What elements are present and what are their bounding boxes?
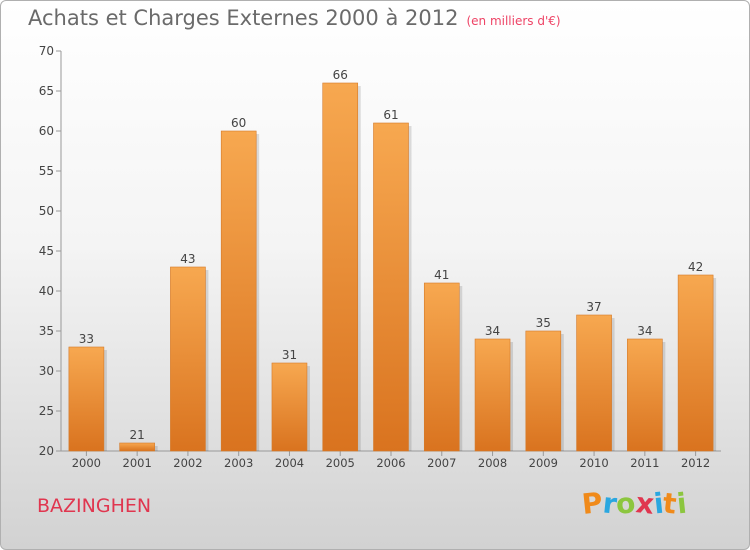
bar-2011 [627, 338, 663, 452]
bar-2009 [525, 330, 562, 452]
x-tick-label: 2006 [376, 456, 405, 470]
y-tick-label: 65 [39, 84, 54, 98]
place-name: BAZINGHEN [37, 495, 152, 517]
bar-2000 [68, 346, 105, 452]
bar-2001 [119, 442, 155, 452]
chart-title: Achats et Charges Externes 2000 à 2012 [28, 6, 459, 30]
y-tick-label: 70 [39, 44, 54, 58]
proxiti-logo: Proxiti [580, 486, 688, 521]
bar-value-label: 41 [434, 268, 449, 282]
x-tick-label: 2012 [681, 456, 710, 470]
bar-value-label: 34 [485, 324, 500, 338]
x-tick-label: 2002 [173, 456, 202, 470]
bar-value-label: 34 [637, 324, 652, 338]
x-tick-label: 2000 [72, 456, 101, 470]
bar-value-label: 21 [130, 428, 145, 442]
bar-value-label: 35 [536, 316, 551, 330]
bar-2006 [373, 122, 409, 452]
y-tick-label: 35 [39, 324, 54, 338]
bar-value-label: 42 [688, 260, 703, 274]
bar-2012 [677, 274, 714, 452]
x-tick-label: 2005 [326, 456, 355, 470]
y-tick-label: 40 [39, 284, 54, 298]
bar-2002 [170, 266, 206, 452]
bar-value-label: 43 [180, 252, 195, 266]
y-tick-label: 55 [39, 164, 54, 178]
y-tick-label: 30 [39, 364, 54, 378]
y-tick-label: 20 [39, 444, 54, 458]
x-tick-label: 2008 [478, 456, 507, 470]
bar-value-label: 61 [383, 108, 398, 122]
y-tick-label: 25 [39, 404, 54, 418]
bar-2004 [271, 362, 308, 452]
x-tick-label: 2007 [427, 456, 456, 470]
x-tick-label: 2001 [123, 456, 152, 470]
x-tick-label: 2011 [630, 456, 659, 470]
bar-2005 [322, 82, 359, 452]
logo-letter: i [674, 486, 688, 521]
bar-value-label: 37 [586, 300, 601, 314]
x-tick-label: 2009 [529, 456, 558, 470]
chart-title-block: Achats et Charges Externes 2000 à 2012 (e… [28, 6, 561, 30]
bar-value-label: 33 [79, 332, 94, 346]
bar-2008 [474, 338, 511, 452]
y-tick-label: 50 [39, 204, 54, 218]
chart-subtitle: (en milliers d'€) [466, 14, 561, 28]
x-tick-label: 2004 [275, 456, 304, 470]
y-tick-label: 45 [39, 244, 54, 258]
bar-2003 [220, 130, 257, 452]
bar-value-label: 31 [282, 348, 297, 362]
bar-value-label: 66 [333, 68, 348, 82]
bar-2007 [423, 282, 460, 452]
x-tick-label: 2010 [579, 456, 608, 470]
bar-value-label: 60 [231, 116, 246, 130]
x-tick-label: 2003 [224, 456, 253, 470]
y-tick-label: 60 [39, 124, 54, 138]
bar-2010 [576, 314, 612, 452]
